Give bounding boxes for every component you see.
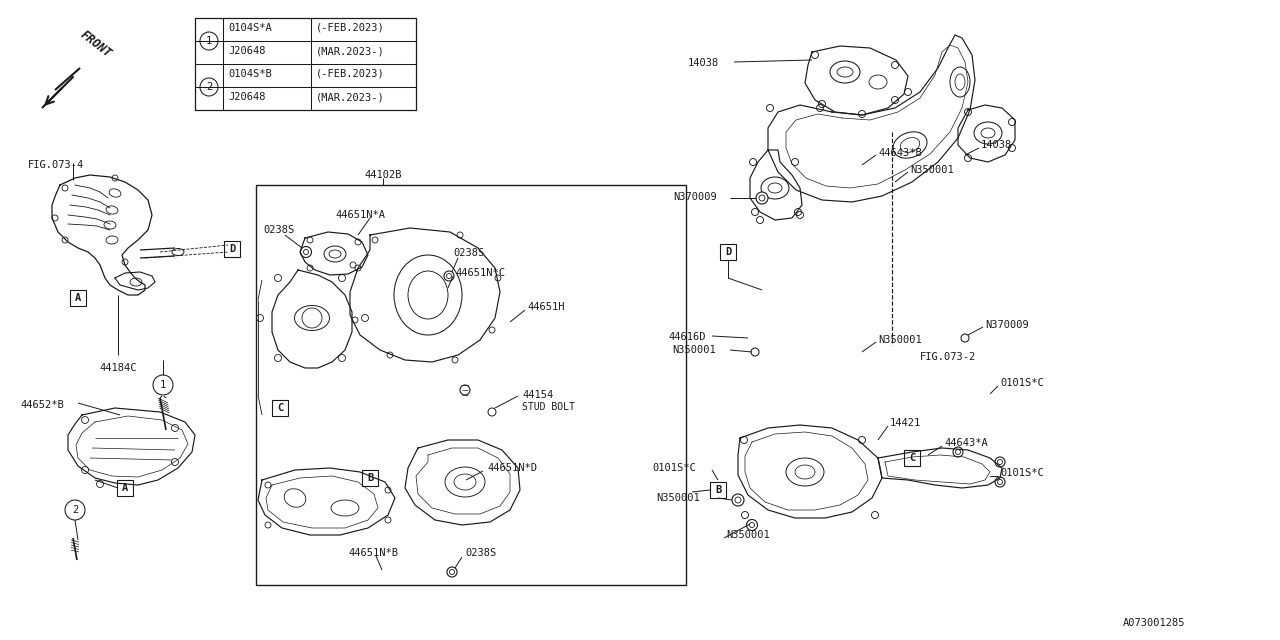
Circle shape [488,408,497,416]
Text: FIG.073-4: FIG.073-4 [28,160,84,170]
Text: (MAR.2023-): (MAR.2023-) [316,92,385,102]
Text: 2: 2 [72,505,78,515]
Text: N350001: N350001 [910,165,954,175]
Text: C: C [909,453,915,463]
Bar [904,450,920,466]
Text: J20648: J20648 [228,46,265,56]
Circle shape [301,246,311,257]
Text: N370009: N370009 [673,192,717,202]
Circle shape [154,375,173,395]
Text: 44651N*A: 44651N*A [335,210,385,220]
Circle shape [961,334,969,342]
Text: N370009: N370009 [986,320,1029,330]
Text: N350001: N350001 [726,530,769,540]
Text: N350001: N350001 [657,493,700,503]
Text: 1: 1 [160,380,166,390]
Text: 14038: 14038 [980,140,1012,150]
Text: (-FEB.2023): (-FEB.2023) [316,69,385,79]
Bar [256,185,686,585]
Text: FIG.073-2: FIG.073-2 [920,352,977,362]
Text: B: B [714,485,721,495]
Text: A: A [122,483,128,493]
Circle shape [447,567,457,577]
Bar [710,482,726,498]
Bar [273,400,288,416]
Circle shape [751,348,759,356]
Circle shape [65,500,84,520]
Text: 44651N*C: 44651N*C [454,268,506,278]
Text: 1: 1 [206,36,212,46]
Circle shape [444,271,454,281]
Text: A073001285: A073001285 [1123,618,1185,628]
Bar [195,18,416,110]
Text: 44643*A: 44643*A [945,438,988,448]
Text: 44643*B: 44643*B [878,148,922,158]
Circle shape [995,457,1005,467]
Text: FRONT: FRONT [78,28,114,60]
Text: D: D [229,244,236,254]
Text: B: B [367,473,374,483]
Text: 0101S*C: 0101S*C [1000,468,1043,478]
Text: 0238S: 0238S [262,225,294,235]
Text: 0238S: 0238S [465,548,497,558]
Circle shape [746,520,758,531]
Text: J20648: J20648 [228,92,265,102]
Text: 44651N*B: 44651N*B [348,548,398,558]
Bar [362,470,378,486]
Circle shape [756,192,768,204]
Circle shape [200,78,218,96]
Text: 0238S: 0238S [453,248,484,258]
Text: 2: 2 [206,82,212,92]
Text: N350001: N350001 [878,335,922,345]
Circle shape [713,483,723,493]
Text: (MAR.2023-): (MAR.2023-) [316,46,385,56]
Text: 14421: 14421 [890,418,922,428]
Circle shape [460,385,470,395]
Text: 44651N*D: 44651N*D [486,463,538,473]
Text: 14038: 14038 [689,58,719,68]
Bar [719,244,736,260]
Circle shape [995,477,1005,487]
Circle shape [732,494,744,506]
Text: D: D [724,247,731,257]
Text: 0104S*A: 0104S*A [228,23,271,33]
Bar [70,290,86,306]
Text: 0104S*B: 0104S*B [228,69,271,79]
Text: C: C [276,403,283,413]
Circle shape [200,32,218,50]
Text: STUD BOLT: STUD BOLT [522,402,575,412]
Circle shape [954,447,963,457]
Text: (-FEB.2023): (-FEB.2023) [316,23,385,33]
Text: 44652*B: 44652*B [20,400,64,410]
Text: 44651H: 44651H [527,302,564,312]
Text: 44184C: 44184C [100,363,137,373]
Text: 0101S*C: 0101S*C [1000,378,1043,388]
Text: 0101S*C: 0101S*C [652,463,696,473]
Text: 44616D: 44616D [668,332,705,342]
Text: 44102B: 44102B [365,170,402,180]
Bar [116,480,133,496]
Text: 44154: 44154 [522,390,553,400]
Bar [224,241,241,257]
Text: A: A [74,293,81,303]
Text: N350001: N350001 [672,345,716,355]
